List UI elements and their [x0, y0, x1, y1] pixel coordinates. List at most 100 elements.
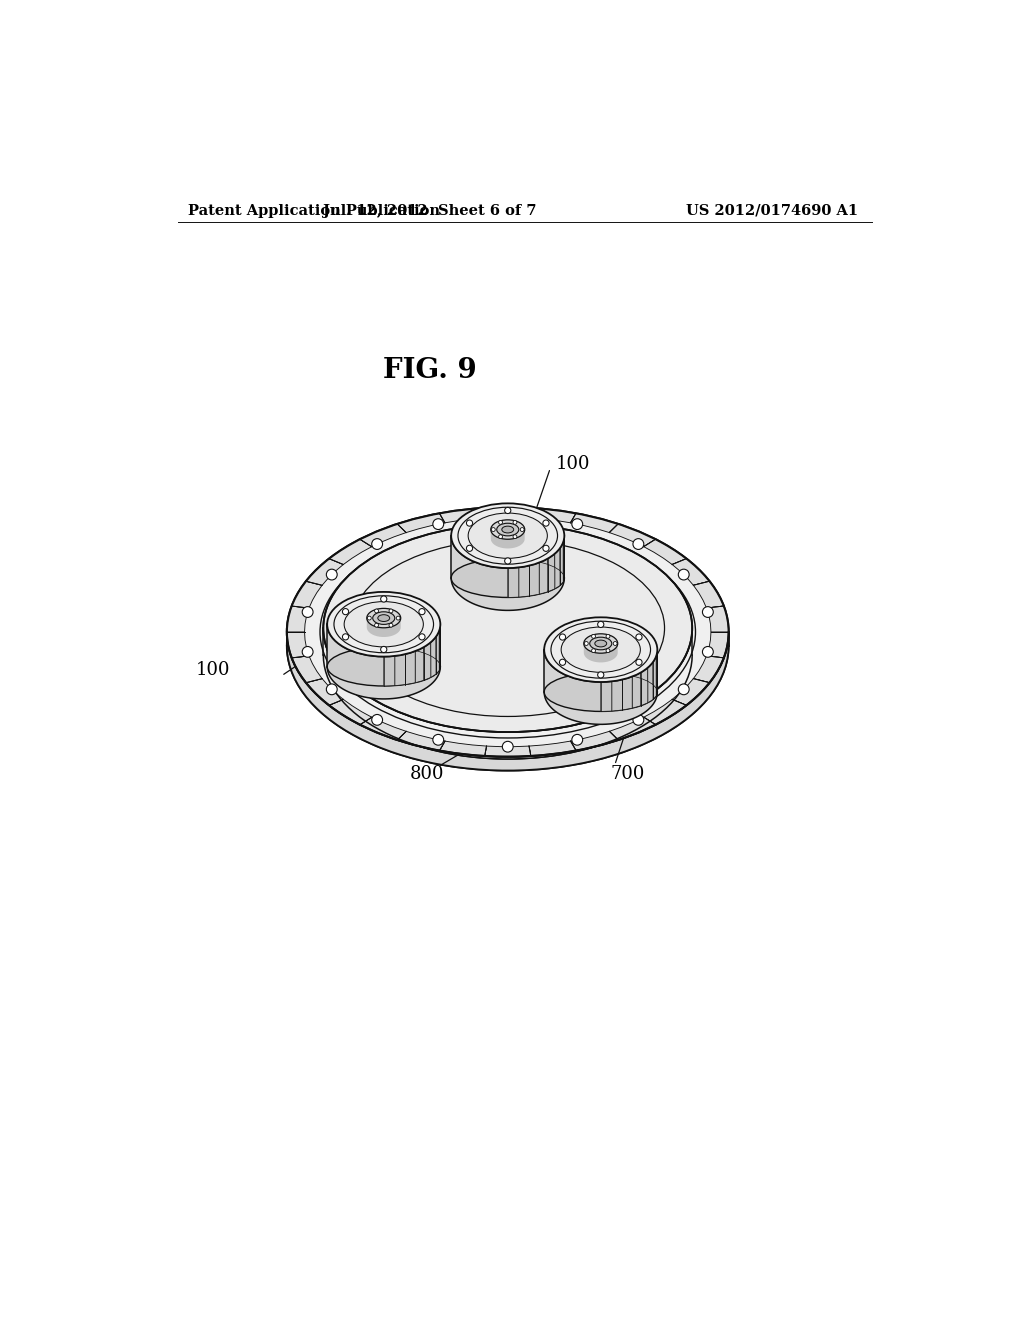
Polygon shape	[529, 508, 577, 523]
Ellipse shape	[367, 609, 400, 628]
Polygon shape	[644, 653, 685, 684]
Polygon shape	[481, 718, 534, 731]
Ellipse shape	[584, 634, 617, 653]
Ellipse shape	[595, 640, 606, 647]
Polygon shape	[324, 628, 352, 657]
Circle shape	[327, 684, 337, 694]
Ellipse shape	[324, 524, 692, 733]
Text: Jul. 12, 2012  Sheet 6 of 7: Jul. 12, 2012 Sheet 6 of 7	[324, 203, 537, 218]
Circle shape	[368, 616, 372, 620]
Polygon shape	[431, 711, 484, 731]
Polygon shape	[439, 620, 440, 667]
Circle shape	[396, 616, 400, 620]
Polygon shape	[707, 606, 729, 632]
Polygon shape	[529, 741, 577, 756]
Polygon shape	[439, 741, 486, 756]
Polygon shape	[648, 639, 653, 685]
Circle shape	[302, 607, 313, 618]
Polygon shape	[360, 717, 407, 741]
Ellipse shape	[590, 638, 611, 649]
Polygon shape	[563, 532, 564, 578]
Circle shape	[592, 648, 596, 652]
Text: 100: 100	[667, 657, 701, 676]
Ellipse shape	[373, 611, 395, 624]
Circle shape	[513, 520, 517, 524]
Polygon shape	[387, 697, 440, 722]
Polygon shape	[406, 640, 415, 685]
Circle shape	[389, 623, 393, 627]
Polygon shape	[431, 632, 436, 677]
Polygon shape	[395, 642, 406, 685]
Polygon shape	[644, 700, 686, 725]
Polygon shape	[632, 664, 641, 708]
Circle shape	[513, 535, 517, 539]
Text: 100: 100	[197, 661, 230, 680]
Polygon shape	[452, 536, 564, 610]
Circle shape	[492, 528, 496, 532]
Circle shape	[543, 545, 549, 552]
Polygon shape	[490, 529, 524, 548]
Ellipse shape	[452, 558, 564, 598]
Polygon shape	[415, 609, 424, 653]
Polygon shape	[623, 665, 632, 710]
Text: 700: 700	[610, 766, 644, 783]
Polygon shape	[644, 540, 686, 565]
Polygon shape	[519, 553, 529, 597]
Ellipse shape	[287, 507, 729, 756]
Text: 800: 800	[410, 766, 444, 783]
Polygon shape	[611, 631, 623, 675]
Polygon shape	[287, 606, 309, 632]
Polygon shape	[555, 525, 560, 570]
Polygon shape	[287, 632, 729, 771]
Circle shape	[419, 609, 425, 615]
Polygon shape	[352, 677, 401, 706]
Polygon shape	[484, 507, 530, 517]
Polygon shape	[614, 549, 663, 578]
Polygon shape	[656, 649, 657, 696]
Polygon shape	[529, 552, 540, 595]
Polygon shape	[328, 624, 440, 698]
Polygon shape	[664, 599, 692, 628]
Circle shape	[503, 512, 513, 523]
Circle shape	[559, 659, 565, 665]
Circle shape	[342, 609, 348, 615]
Ellipse shape	[490, 520, 524, 540]
Polygon shape	[387, 533, 440, 558]
Polygon shape	[415, 638, 424, 682]
Polygon shape	[331, 653, 372, 684]
Circle shape	[372, 539, 383, 549]
Polygon shape	[560, 528, 563, 574]
Polygon shape	[484, 746, 530, 756]
Polygon shape	[431, 525, 484, 545]
Ellipse shape	[378, 615, 390, 622]
Circle shape	[606, 648, 610, 652]
Circle shape	[585, 642, 588, 645]
Circle shape	[499, 535, 503, 539]
Polygon shape	[623, 632, 632, 676]
Polygon shape	[324, 628, 692, 759]
Polygon shape	[287, 632, 309, 657]
Circle shape	[598, 622, 604, 627]
Text: FIG. 9: FIG. 9	[383, 356, 477, 384]
Polygon shape	[601, 630, 611, 673]
Polygon shape	[436, 616, 439, 663]
Polygon shape	[384, 643, 395, 686]
Polygon shape	[352, 549, 401, 578]
Circle shape	[327, 569, 337, 579]
Polygon shape	[584, 644, 617, 663]
Circle shape	[375, 609, 379, 612]
Polygon shape	[548, 521, 555, 568]
Polygon shape	[424, 635, 431, 680]
Circle shape	[598, 672, 604, 678]
Polygon shape	[609, 717, 655, 741]
Circle shape	[678, 569, 689, 579]
Text: Patent Application Publication: Patent Application Publication	[188, 203, 440, 218]
Polygon shape	[439, 508, 486, 523]
Ellipse shape	[468, 513, 548, 558]
Polygon shape	[563, 536, 564, 582]
Polygon shape	[609, 524, 655, 546]
Circle shape	[571, 519, 583, 529]
Circle shape	[559, 634, 565, 640]
Polygon shape	[519, 516, 529, 560]
Polygon shape	[329, 540, 372, 565]
